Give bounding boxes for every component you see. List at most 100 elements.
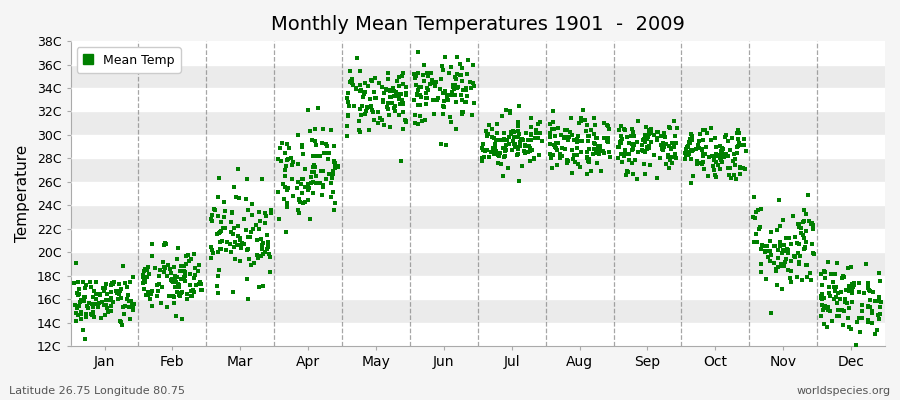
Point [851, 280, 866, 287]
Point [794, 225, 808, 231]
Point [805, 220, 819, 226]
Point [642, 131, 656, 138]
Point [118, 280, 132, 287]
Point [314, 140, 328, 146]
Point [509, 152, 524, 158]
Point [395, 97, 410, 103]
Point [77, 298, 92, 304]
Point [71, 303, 86, 309]
Point [638, 138, 652, 145]
Point [695, 161, 709, 167]
Point [613, 140, 627, 146]
Point [686, 147, 700, 154]
Point [114, 322, 129, 328]
Point [90, 301, 104, 308]
Point [620, 168, 634, 174]
Point [665, 154, 680, 160]
Point [98, 312, 112, 318]
Point [86, 312, 101, 318]
Point [814, 302, 829, 308]
Point [511, 103, 526, 109]
Point [836, 321, 850, 328]
Point [454, 61, 468, 68]
Point [523, 148, 537, 154]
Point [475, 147, 490, 154]
Point [590, 135, 604, 142]
Point [862, 287, 877, 293]
Point [390, 78, 404, 84]
Point [261, 240, 275, 247]
Point [643, 143, 657, 149]
Point [317, 150, 331, 156]
Point [574, 138, 589, 144]
Point [314, 192, 328, 199]
Bar [70, 252, 885, 276]
Point [508, 144, 523, 150]
Point [280, 156, 294, 163]
Point [872, 270, 886, 276]
Point [795, 277, 809, 283]
Point [175, 263, 189, 270]
Point [709, 153, 724, 159]
Point [254, 252, 268, 259]
Point [783, 241, 797, 248]
Point [299, 184, 313, 190]
Point [797, 206, 812, 213]
Point [600, 122, 615, 128]
Point [543, 130, 557, 136]
Point [175, 316, 189, 322]
Point [614, 138, 628, 144]
Point [168, 313, 183, 319]
Point [728, 162, 742, 168]
Point [344, 78, 358, 84]
Point [459, 93, 473, 100]
Point [107, 279, 122, 285]
Point [663, 125, 678, 132]
Point [531, 120, 545, 127]
Point [627, 133, 642, 139]
Point [580, 149, 594, 155]
Point [515, 163, 529, 169]
Point [411, 102, 426, 108]
Point [184, 293, 199, 299]
Point [510, 133, 525, 140]
Point [419, 70, 434, 76]
Point [109, 288, 123, 294]
Point [303, 128, 318, 134]
Point [320, 143, 334, 149]
Point [250, 255, 265, 261]
Point [487, 135, 501, 141]
Point [639, 124, 653, 130]
Point [502, 108, 517, 114]
Point [561, 158, 575, 164]
Point [557, 145, 572, 152]
Point [399, 118, 413, 124]
Point [580, 155, 594, 162]
Point [184, 256, 198, 262]
Point [860, 285, 875, 292]
Point [814, 271, 828, 277]
Point [454, 111, 469, 117]
Point [138, 278, 152, 285]
Point [558, 134, 572, 140]
Point [753, 223, 768, 230]
Point [634, 142, 649, 148]
Point [626, 142, 641, 149]
Point [354, 87, 368, 93]
Point [105, 280, 120, 287]
Point [512, 131, 526, 138]
Point [763, 258, 778, 264]
Point [777, 242, 791, 248]
Point [227, 244, 241, 250]
Point [709, 143, 724, 150]
Point [685, 148, 699, 154]
Point [734, 171, 748, 177]
Point [667, 144, 681, 150]
Point [680, 149, 694, 156]
Point [313, 153, 328, 159]
Point [248, 222, 263, 229]
Point [568, 159, 582, 165]
Point [111, 296, 125, 302]
Point [396, 109, 410, 115]
Point [345, 76, 359, 82]
